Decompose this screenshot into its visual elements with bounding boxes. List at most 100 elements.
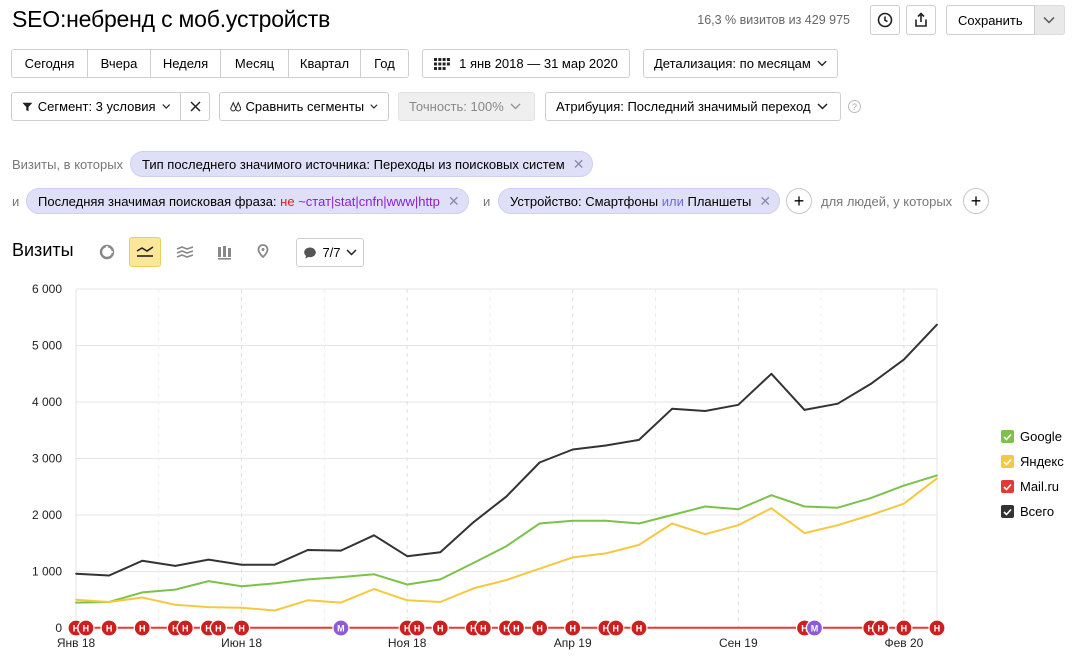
data-point [803, 409, 806, 411]
data-point [373, 588, 375, 590]
data-point [571, 448, 574, 451]
series-line-Всего [75, 323, 938, 577]
page-title: SEO:небренд с моб.устройств [12, 6, 331, 32]
remove-condition-icon[interactable]: ✕ [572, 155, 585, 172]
chart-legend: Google Яндекс Mail.ru Всего [1001, 424, 1064, 524]
checkbox-checked-icon[interactable] [1001, 480, 1014, 493]
data-point [108, 574, 111, 577]
legend-label: Яндекс [1020, 454, 1064, 469]
x-tick-label: Сен 19 [719, 636, 758, 650]
help-icon[interactable]: ? [848, 100, 861, 113]
annotation-marker: Н [895, 619, 913, 637]
period-week[interactable]: Неделя [151, 50, 221, 77]
data-point [538, 567, 541, 570]
remove-condition-icon[interactable]: ✕ [759, 192, 772, 209]
legend-label: Google [1020, 429, 1062, 444]
annotation-marker-bubble [408, 619, 426, 637]
data-point [869, 514, 872, 516]
clear-segment-button[interactable] [180, 92, 210, 121]
pie-chart-icon [99, 244, 115, 260]
period-quarter[interactable]: Квартал [289, 50, 361, 77]
chevron-down-icon [370, 104, 378, 109]
data-point [704, 505, 707, 508]
data-point [108, 601, 111, 603]
condition-chip-device-value: Планшеты [687, 193, 752, 209]
detail-select[interactable]: Детализация: по месяцам [643, 49, 838, 78]
annotation-marker-label: Н [215, 624, 222, 634]
area-chart-icon [176, 246, 194, 258]
legend-item[interactable]: Google [1001, 424, 1064, 449]
data-point [638, 522, 640, 525]
annotation-marker-label: M [337, 624, 345, 634]
data-point [373, 534, 375, 537]
data-point [538, 522, 541, 525]
period-selector: Сегодня Вчера Неделя Месяц Квартал Год [11, 49, 409, 78]
period-today[interactable]: Сегодня [12, 50, 88, 77]
compare-segments-button[interactable]: Сравнить сегменты [219, 92, 389, 121]
data-point [439, 578, 442, 581]
share-icon [915, 12, 927, 27]
pie-view-button[interactable] [91, 237, 123, 267]
data-point [638, 544, 640, 546]
data-point [273, 626, 276, 629]
data-point [306, 626, 309, 629]
annotation-marker-label: Н [503, 624, 510, 634]
data-point [604, 444, 607, 447]
y-tick-label: 6 000 [32, 282, 62, 296]
data-point [869, 497, 872, 499]
segment-prefix: Визиты, в которых [12, 157, 124, 172]
condition-chip-device[interactable]: Устройство: Смартфоны или Планшеты ✕ [498, 188, 781, 214]
data-point [75, 601, 77, 604]
remove-condition-icon[interactable]: ✕ [447, 192, 460, 209]
legend-item[interactable]: Всего [1001, 499, 1064, 524]
x-tick-label: Янв 18 [57, 636, 96, 650]
data-point [902, 502, 905, 505]
period-year[interactable]: Год [361, 50, 408, 77]
data-point [373, 626, 375, 629]
save-button[interactable]: Сохранить [946, 5, 1035, 35]
history-button[interactable] [870, 5, 900, 35]
checkbox-checked-icon[interactable] [1001, 430, 1014, 443]
condition-chip-source[interactable]: Тип последнего значимого источника: Пере… [130, 151, 594, 177]
data-point [604, 552, 607, 555]
data-point [538, 461, 541, 464]
data-point [571, 556, 574, 559]
bar-view-button[interactable] [209, 237, 241, 267]
checkbox-checked-icon[interactable] [1001, 455, 1014, 468]
annotation-marker-label: Н [901, 624, 908, 634]
area-view-button[interactable] [169, 237, 201, 267]
annotation-marker: Н [607, 619, 625, 637]
compare-icon [230, 100, 242, 111]
legend-item[interactable]: Mail.ru [1001, 474, 1064, 499]
annotation-marker-bubble [100, 619, 118, 637]
data-point [770, 507, 773, 510]
add-visit-condition-button[interactable]: + [786, 188, 812, 214]
attribution-select[interactable]: Атрибуция: Последний значимый переход [545, 92, 841, 121]
save-menu-button[interactable] [1034, 5, 1065, 35]
condition-chip-phrase-value: ~стат|stat|cnfn|www|http [298, 193, 440, 209]
legend-item[interactable]: Яндекс [1001, 449, 1064, 474]
map-view-button[interactable] [247, 237, 279, 267]
export-button[interactable] [906, 5, 936, 35]
annotation-marker-label: Н [437, 624, 444, 634]
condition-chip-phrase[interactable]: Последняя значимая поисковая фраза: не ~… [26, 188, 469, 214]
data-point [803, 505, 806, 508]
checkbox-checked-icon[interactable] [1001, 505, 1014, 518]
data-point [836, 402, 839, 405]
date-range-button[interactable]: 1 янв 2018 — 31 мар 2020 [422, 49, 630, 78]
period-yesterday[interactable]: Вчера [88, 50, 151, 77]
add-people-condition-button[interactable]: + [963, 188, 989, 214]
segment-select[interactable]: Сегмент: 3 условия [11, 92, 181, 121]
annotation-marker-label: Н [513, 624, 520, 634]
data-point [836, 524, 839, 527]
annotation-marker-label: Н [470, 624, 477, 634]
period-month[interactable]: Месяц [221, 50, 289, 77]
data-point [472, 562, 475, 564]
annotation-marker-bubble [133, 619, 151, 637]
annotation-marker-bubble [431, 619, 449, 637]
data-point [671, 626, 673, 629]
data-point [770, 626, 773, 629]
data-point [704, 410, 707, 412]
series-count-select[interactable]: 7/7 [296, 238, 364, 267]
line-view-button[interactable] [129, 237, 161, 267]
